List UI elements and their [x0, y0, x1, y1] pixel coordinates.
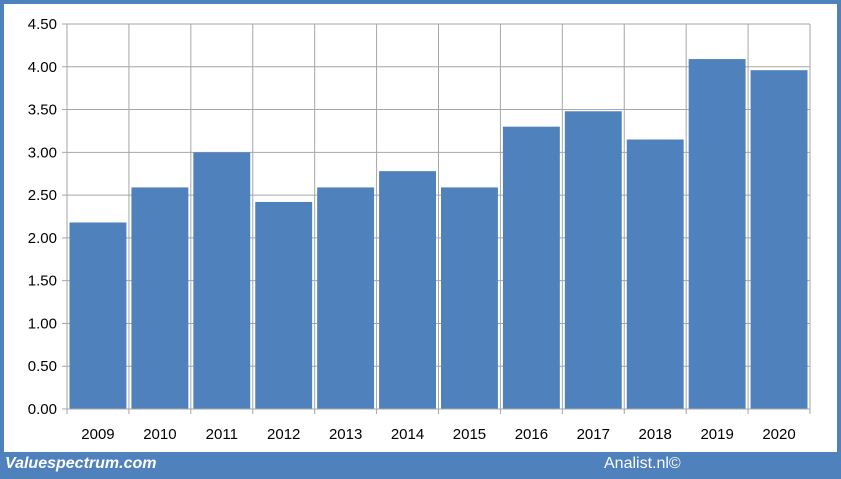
- x-tick-label: 2020: [762, 426, 795, 443]
- bar-2011: [193, 152, 251, 410]
- y-tick-label: 4.00: [28, 59, 57, 76]
- x-tick-labels: 2009 2010 2011 2012 2013 2014 2015 2016 2017 2018…: [81, 426, 795, 443]
- bar-2010: [131, 187, 189, 409]
- axis-layer: [62, 23, 811, 414]
- x-tick-label: 2010: [143, 426, 176, 443]
- x-tick-label: 2018: [639, 426, 672, 443]
- bar-2009: [69, 222, 127, 409]
- y-tick-label: 4.50: [28, 16, 57, 33]
- x-tick-label: 2012: [267, 426, 300, 443]
- x-tick-label: 2013: [329, 426, 362, 443]
- x-tick-label: 2009: [81, 426, 114, 443]
- bar-layer: [69, 59, 808, 410]
- y-tick-label: 0.50: [28, 358, 57, 375]
- y-tick-label: 3.50: [28, 102, 57, 119]
- y-tick-label: 1.50: [28, 273, 57, 290]
- bar-2013: [317, 187, 375, 409]
- footer-copyright: Analist.nl©: [604, 455, 681, 472]
- bar-2020: [750, 70, 808, 409]
- bar-2012: [255, 201, 313, 409]
- y-tick-label: 0.00: [28, 401, 57, 418]
- x-tick-label: 2014: [391, 426, 424, 443]
- x-tick-label: 2019: [700, 426, 733, 443]
- y-tick-labels: 0.00 0.50 1.00 1.50 2.00 2.50 3.00 3.50 4.00 4.50: [28, 16, 57, 418]
- x-tick-label: 2016: [515, 426, 548, 443]
- grid-layer: [67, 23, 811, 409]
- y-tick-label: 1.00: [28, 315, 57, 332]
- bar-chart: 0.00 0.50 1.00 1.50 2.00 2.50 3.00 3.50 4.00 4.50…: [28, 16, 811, 443]
- x-tick-label: 2011: [206, 426, 238, 443]
- y-tick-label: 3.00: [28, 144, 57, 161]
- footer-brand: Valuespectrum.com: [5, 455, 157, 472]
- bar-2016: [502, 126, 560, 410]
- x-tick-label: 2017: [577, 426, 610, 443]
- bar-2017: [564, 111, 622, 410]
- y-tick-label: 2.50: [28, 187, 57, 204]
- bar-2015: [441, 187, 498, 409]
- bar-2019: [688, 59, 746, 409]
- chart-panel: 0.00 0.50 1.00 1.50 2.00 2.50 3.00 3.50 4.00 4.50…: [4, 4, 837, 452]
- y-tick-label: 2.00: [28, 230, 57, 247]
- x-tick-label: 2015: [453, 426, 486, 443]
- bar-2018: [626, 139, 684, 409]
- bar-2014: [379, 171, 436, 409]
